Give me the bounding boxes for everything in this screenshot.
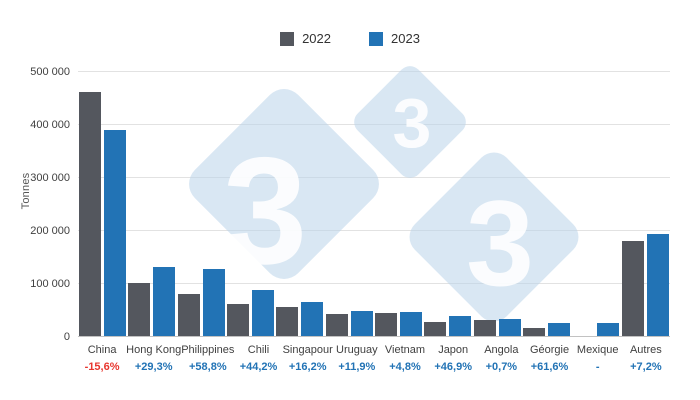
bar-2023-angola — [498, 319, 521, 336]
change-percentage: +46,9% — [434, 361, 472, 373]
bar-2023-mexique — [597, 322, 620, 336]
x-cell-angola: Angola +0,7% — [477, 344, 525, 373]
bar-2022-singapour — [276, 306, 299, 336]
bar-2022-angola — [473, 319, 496, 336]
bar-group-china — [78, 71, 127, 336]
legend-item-2022: 2022 — [280, 31, 331, 46]
bar-2022-hong-kong — [128, 283, 151, 336]
x-cell-mexique: Mexique - — [574, 344, 622, 373]
change-percentage: +58,8% — [189, 361, 227, 373]
bar-group-chili — [226, 71, 275, 336]
bar-group-philippines — [177, 71, 226, 336]
bar-group-uruguay — [325, 71, 374, 336]
bar-groups — [78, 71, 670, 336]
change-percentage: +29,3% — [134, 361, 173, 373]
bar-2022-philippines — [177, 293, 200, 336]
bar-2023-singapour — [301, 302, 324, 336]
x-axis-line — [78, 336, 670, 337]
change-percentage: - — [595, 361, 600, 373]
bar-group-autres — [621, 71, 670, 336]
bar-2022-chili — [227, 304, 250, 336]
y-tick-label-500000: 500 000 — [30, 66, 70, 78]
bar-group-japon — [423, 71, 472, 336]
legend-swatch-2023 — [369, 31, 383, 46]
x-cell-philippines: Philippines +58,8% — [181, 344, 234, 373]
y-tick-label-0: 0 — [63, 331, 70, 343]
change-percentage: +16,2% — [288, 361, 327, 373]
legend-label: 2022 — [302, 31, 331, 46]
change-percentage: +7,2% — [630, 361, 662, 373]
x-cell-chili: Chili +44,2% — [234, 344, 282, 373]
category-label: Singapour — [282, 344, 333, 356]
category-label: Philippines — [181, 344, 235, 356]
bar-2022-géorgie — [523, 327, 546, 336]
y-tick-label-100000: 100 000 — [30, 278, 70, 290]
bar-2022-vietnam — [375, 313, 398, 336]
x-cell-uruguay: Uruguay +11,9% — [333, 344, 381, 373]
x-axis-labels: China -15,6% Hong Kong +29,3% Philippines +58… — [78, 344, 670, 373]
category-label: China — [87, 344, 117, 356]
bar-group-vietnam — [374, 71, 423, 336]
category-label: Japon — [438, 344, 469, 356]
x-cell-singapour: Singapour +16,2% — [283, 344, 333, 373]
bar-2023-chili — [252, 290, 275, 336]
bar-2023-géorgie — [548, 322, 571, 336]
x-cell-autres: Autres +7,2% — [622, 344, 670, 373]
bar-2022-autres — [621, 240, 644, 336]
chart-legend: 2022 2023 — [0, 31, 700, 46]
bar-2023-japon — [449, 315, 472, 336]
change-percentage: +11,9% — [338, 361, 376, 373]
change-percentage: +44,2% — [239, 361, 278, 373]
bar-2023-china — [104, 130, 127, 336]
bar-group-angola — [473, 71, 522, 336]
category-label: Mexique — [576, 344, 619, 356]
legend-swatch-2022 — [280, 31, 295, 46]
x-cell-vietnam: Vietnam +4,8% — [381, 344, 429, 373]
x-cell-hong-kong: Hong Kong +29,3% — [126, 344, 181, 373]
y-tick-label-300000: 300 000 — [30, 172, 70, 184]
bar-2022-china — [79, 92, 102, 336]
legend-item-2023: 2023 — [369, 31, 420, 46]
x-cell-japon: Japon +46,9% — [429, 344, 477, 373]
bar-2022-japon — [424, 322, 447, 336]
x-cell-china: China -15,6% — [78, 344, 126, 373]
bar-2022-uruguay — [325, 313, 348, 336]
bar-2023-hong-kong — [153, 267, 176, 336]
category-label: Chili — [247, 344, 270, 356]
legend-label: 2023 — [391, 31, 420, 46]
category-label: Hong Kong — [126, 344, 182, 356]
bar-2023-vietnam — [400, 312, 423, 336]
bar-group-mexique — [571, 71, 620, 336]
bar-group-hong-kong — [127, 71, 176, 336]
category-label: Vietnam — [384, 344, 426, 356]
y-axis-ticks: 0 100 000 200 000 300 000 400 000 500 000 — [0, 66, 70, 343]
change-percentage: +4,8% — [389, 361, 421, 373]
change-percentage: -15,6% — [84, 361, 120, 373]
change-percentage: +61,6% — [530, 361, 569, 373]
category-label: Angola — [484, 344, 519, 356]
x-cell-géorgie: Géorgie +61,6% — [525, 344, 573, 373]
bar-group-singapour — [275, 71, 324, 336]
y-tick-label-400000: 400 000 — [30, 119, 70, 131]
plot-area: 3 3 3 — [78, 61, 670, 337]
bar-group-géorgie — [522, 71, 571, 336]
y-tick-label-200000: 200 000 — [30, 225, 70, 237]
bar-2023-philippines — [202, 268, 225, 336]
category-label: Géorgie — [529, 344, 570, 356]
bar-2023-uruguay — [350, 311, 373, 336]
bar-2023-autres — [646, 233, 669, 336]
category-label: Autres — [629, 344, 662, 356]
change-percentage: +0,7% — [485, 361, 518, 373]
category-label: Uruguay — [336, 344, 378, 356]
